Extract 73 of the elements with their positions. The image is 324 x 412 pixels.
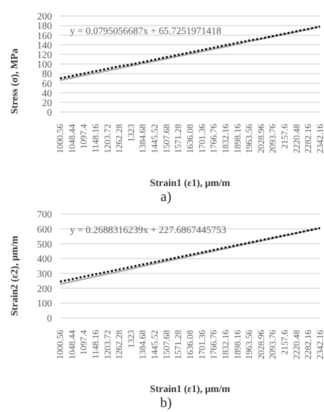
x-tick-label: 1701.36: [196, 330, 207, 360]
x-tick-label: 1766.76: [208, 330, 219, 360]
y-tick-label: 160: [37, 30, 52, 42]
x-tick-label: 1898.16: [232, 330, 242, 360]
y-tick-label: 200: [37, 12, 52, 23]
x-tick-label: 1963.56: [244, 330, 254, 360]
x-tick-label: 1323: [126, 124, 136, 142]
x-tick-label: 1148.16: [90, 124, 100, 153]
x-tick-label: 2220.48: [291, 330, 302, 360]
x-tick-label: 1507.68: [161, 124, 172, 154]
y-axis-title: Stress (σ), MPa: [10, 48, 21, 114]
x-tick-label: 2028.96: [256, 124, 266, 154]
x-tick-label: 1000.56: [55, 330, 65, 360]
x-tick-label: 1766.76: [208, 124, 219, 154]
x-tick-label: 1048.44: [66, 124, 77, 154]
x-tick-label: 1832.16: [220, 124, 230, 154]
x-tick-label: 1571.28: [173, 124, 184, 154]
x-tick-label: 1384.68: [138, 124, 148, 154]
text: b): [159, 396, 173, 412]
x-tick-label: 2220.48: [291, 124, 302, 154]
x-tick-label: 1898.16: [232, 124, 242, 154]
x-axis-title: Strain1 (ε1), μm/m: [150, 178, 231, 189]
x-tick-label: 2342.16: [315, 124, 324, 154]
x-tick-label: 1097.4: [78, 124, 89, 149]
y-tick-label: 700: [37, 210, 52, 221]
y-tick-label: 500: [37, 239, 52, 250]
y-tick-label: 0: [47, 108, 52, 119]
y-tick-label: 20: [42, 98, 52, 109]
x-tick-label: 1097.4: [78, 330, 89, 355]
y-tick-label: 100: [37, 298, 52, 310]
y-tick-label: 100: [37, 60, 52, 71]
y-tick-label: 0: [47, 314, 52, 325]
y-axis-title: Strain2 (ε2), μm/m: [10, 235, 21, 316]
x-tick-label: 2093.76: [268, 124, 278, 154]
x-tick-label: 1203.72: [102, 124, 112, 154]
x-tick-label: 2157.6: [280, 330, 290, 355]
x-tick-label: 1000.56: [55, 124, 65, 154]
x-tick-label: 1445.52: [150, 330, 160, 360]
y-tick-label: 120: [37, 50, 52, 61]
x-tick-label: 1262.28: [114, 330, 124, 360]
y-tick-label: 140: [37, 40, 52, 52]
y-tick-label: 180: [37, 21, 52, 32]
y-tick-label: 60: [42, 78, 52, 90]
x-tick-label: 1323: [126, 330, 136, 348]
x-tick-label: 1963.56: [244, 124, 254, 154]
y-tick-label: 40: [42, 88, 52, 100]
x-tick-label: 1262.28: [114, 124, 124, 154]
y-tick-label: 300: [37, 268, 52, 280]
x-tick-label: 2028.96: [256, 330, 266, 360]
x-tick-label: 1148.16: [90, 330, 100, 359]
x-axis-title: Strain1 (ε1), μm/m: [150, 384, 231, 395]
text: a): [160, 190, 172, 206]
y-tick-label: 400: [37, 254, 52, 266]
x-tick-label: 2282.16: [303, 330, 314, 360]
x-tick-label: 1203.72: [102, 330, 112, 360]
x-tick-label: 2093.76: [268, 330, 278, 360]
x-tick-label: 2157.6: [280, 124, 290, 149]
x-tick-label: 1507.68: [161, 330, 172, 360]
x-tick-label: 1445.52: [150, 124, 160, 154]
x-tick-label: 1701.36: [196, 124, 207, 154]
annotation: y = 0.2688316239x + 227.6867445753: [70, 225, 226, 236]
x-tick-label: 1636.08: [185, 330, 195, 360]
x-tick-label: 1384.68: [138, 330, 148, 360]
x-tick-label: 1832.16: [220, 330, 230, 360]
y-tick-label: 200: [37, 284, 52, 295]
x-tick-label: 1636.08: [185, 124, 195, 154]
x-tick-label: 2282.16: [303, 124, 314, 154]
x-tick-label: 1571.28: [173, 330, 184, 360]
y-tick-label: 600: [37, 224, 52, 236]
x-tick-label: 2342.16: [315, 330, 324, 360]
annotation: y = 0.0795056687x + 65.7251971418: [70, 26, 222, 38]
x-tick-label: 1048.44: [66, 330, 77, 360]
y-tick-label: 80: [42, 69, 52, 80]
